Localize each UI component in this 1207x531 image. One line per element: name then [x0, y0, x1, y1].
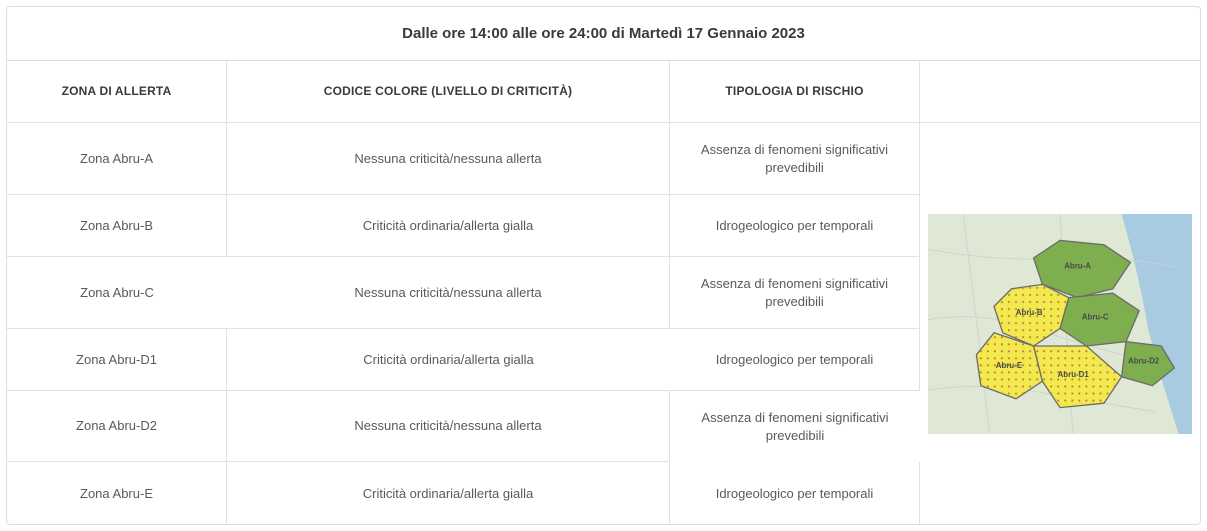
alert-table: Dalle ore 14:00 alle ore 24:00 di Marted… [6, 6, 1201, 525]
header-code: CODICE COLORE (LIVELLO DI CRITICITÀ) [227, 61, 670, 123]
code-cell: Criticità ordinaria/allerta gialla [227, 329, 670, 391]
code-cell: Criticità ordinaria/allerta gialla [227, 195, 670, 257]
header-risk: TIPOLOGIA DI RISCHIO [670, 61, 920, 123]
zone-cell: Zona Abru-A [7, 123, 227, 195]
zone-cell: Zona Abru-D2 [7, 391, 227, 462]
code-cell: Criticità ordinaria/allerta gialla [227, 462, 670, 524]
zone-cell: Zona Abru-D1 [7, 329, 227, 391]
risk-cell: Idrogeologico per temporali [670, 462, 920, 524]
risk-cell: Assenza di fenomeni significativi preved… [670, 257, 920, 329]
zone-label-Abru-A: Abru-A [1064, 261, 1091, 270]
zone-label-Abru-B: Abru-B [1016, 308, 1043, 317]
code-cell: Nessuna criticità/nessuna allerta [227, 257, 670, 329]
zone-label-Abru-D2: Abru-D2 [1128, 356, 1160, 365]
region-map: Abru-A Abru-C Abru-D2 Abru-B Abru-E Abru-D1 [928, 214, 1192, 434]
table-title: Dalle ore 14:00 alle ore 24:00 di Marted… [7, 7, 1200, 61]
zone-cell: Zona Abru-C [7, 257, 227, 329]
risk-cell: Idrogeologico per temporali [670, 195, 920, 257]
zone-cell: Zona Abru-E [7, 462, 227, 524]
header-map [920, 61, 1200, 123]
map-cell: Abru-A Abru-C Abru-D2 Abru-B Abru-E Abru-D1 [920, 123, 1200, 524]
zone-label-Abru-D1: Abru-D1 [1058, 369, 1090, 378]
header-zone: ZONA DI ALLERTA [7, 61, 227, 123]
risk-cell: Assenza di fenomeni significativi preved… [670, 123, 920, 195]
zone-label-Abru-E: Abru-E [996, 361, 1022, 370]
risk-cell: Assenza di fenomeni significativi preved… [670, 391, 920, 462]
zone-cell: Zona Abru-B [7, 195, 227, 257]
table-grid: ZONA DI ALLERTA CODICE COLORE (LIVELLO D… [7, 61, 1200, 524]
code-cell: Nessuna criticità/nessuna allerta [227, 391, 670, 462]
code-cell: Nessuna criticità/nessuna allerta [227, 123, 670, 195]
risk-cell: Idrogeologico per temporali [670, 329, 920, 391]
zone-label-Abru-C: Abru-C [1082, 312, 1109, 321]
